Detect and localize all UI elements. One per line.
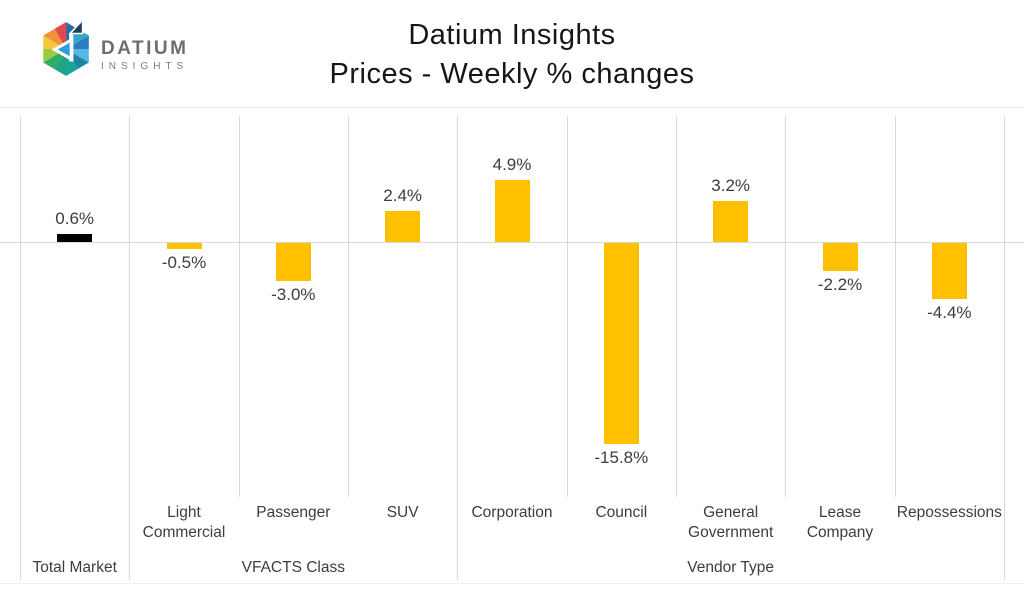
value-label-total-market: 0.6% bbox=[55, 209, 95, 229]
value-label-repossessions: -4.4% bbox=[927, 302, 972, 322]
value-label-light-commercial: -0.5% bbox=[161, 253, 207, 273]
logo-sub-text: INSIGHTS bbox=[101, 61, 189, 72]
value-label-suv: 2.4% bbox=[383, 186, 423, 206]
group-separator-line bbox=[20, 116, 21, 580]
bar-general-government bbox=[713, 201, 749, 242]
value-label-passenger: -3.0% bbox=[271, 285, 316, 305]
category-separator-line bbox=[676, 116, 677, 497]
value-label-general-government: 3.2% bbox=[711, 176, 751, 196]
category-label-corporation: Corporation bbox=[471, 504, 553, 521]
group-label-vendor-type: Vendor Type bbox=[687, 559, 775, 576]
value-label-council: -15.8% bbox=[594, 447, 649, 467]
value-label-lease-company: -2.2% bbox=[817, 274, 863, 294]
plot-top-border bbox=[0, 107, 1024, 108]
category-label-council: Council bbox=[595, 504, 648, 521]
category-label-general-government: General Government bbox=[688, 504, 774, 541]
bar-lease-company bbox=[822, 243, 858, 271]
group-separator-line bbox=[129, 116, 131, 580]
value-label-corporation: 4.9% bbox=[492, 154, 532, 174]
bar-suv bbox=[385, 211, 421, 242]
category-label-suv: SUV bbox=[386, 504, 419, 521]
category-label-light-commercial: Light Commercial bbox=[142, 504, 226, 541]
datium-logo: DATIUM INSIGHTS bbox=[38, 20, 188, 78]
category-separator-line bbox=[238, 116, 240, 497]
category-label-repossessions: Repossessions bbox=[896, 504, 1002, 521]
bar-passenger bbox=[275, 243, 311, 282]
bar-council bbox=[603, 243, 639, 444]
category-separator-line bbox=[894, 116, 896, 497]
category-separator-line bbox=[566, 116, 568, 497]
category-separator-line bbox=[348, 116, 349, 497]
chart-title-line1: Datium Insights bbox=[408, 19, 616, 51]
datium-hexagon-icon bbox=[43, 20, 89, 76]
zero-gridline bbox=[0, 242, 1024, 243]
category-separator-line bbox=[785, 116, 787, 497]
group-label-vfacts-class: VFACTS Class bbox=[241, 559, 345, 576]
group-label-total-market: Total Market bbox=[32, 559, 117, 576]
bar-total-market bbox=[57, 234, 93, 242]
chart-title-line2: Prices - Weekly % changes bbox=[329, 58, 695, 90]
bar-light-commercial bbox=[166, 243, 202, 250]
category-label-passenger: Passenger bbox=[256, 504, 331, 521]
chart-title: Datium Insights Prices - Weekly % change… bbox=[0, 16, 1024, 94]
group-separator-line bbox=[1004, 116, 1005, 580]
plot-bottom-border bbox=[0, 583, 1024, 584]
bar-repossessions bbox=[931, 243, 967, 299]
bar-corporation bbox=[494, 179, 530, 242]
category-label-lease-company: Lease Company bbox=[806, 504, 874, 541]
logo-brand-text: DATIUM bbox=[101, 38, 189, 59]
group-separator-line bbox=[457, 116, 459, 580]
